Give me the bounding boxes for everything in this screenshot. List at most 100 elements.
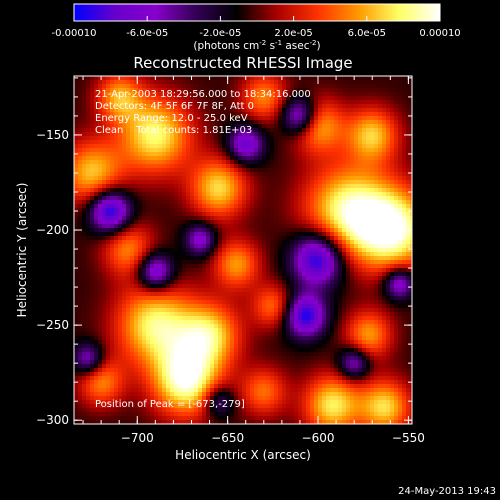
heatmap-cell [234, 224, 239, 229]
heatmap-cell [394, 276, 399, 281]
heatmap-cell [114, 152, 119, 157]
heatmap-cell [134, 176, 139, 181]
heatmap-cell [194, 276, 199, 281]
heatmap-cell [234, 304, 239, 309]
heatmap-cell [210, 228, 215, 233]
heatmap-cell [218, 296, 223, 301]
heatmap-cell [338, 116, 343, 121]
heatmap-cell [374, 224, 379, 229]
heatmap-cell [206, 204, 211, 209]
heatmap-cell [206, 132, 211, 137]
heatmap-cell [290, 284, 295, 289]
heatmap-cell [410, 264, 412, 269]
heatmap-cell [402, 168, 407, 173]
heatmap-cell [114, 280, 119, 285]
heatmap-cell [166, 176, 171, 181]
heatmap-cell [154, 260, 159, 265]
heatmap-cell [402, 300, 407, 305]
heatmap-cell [218, 308, 223, 313]
heatmap-cell [274, 128, 279, 133]
heatmap-cell [258, 156, 263, 161]
heatmap-cell [214, 268, 219, 273]
heatmap-cell [146, 172, 151, 177]
heatmap-cell [230, 212, 235, 217]
heatmap-cell [174, 232, 179, 237]
heatmap-cell [282, 300, 287, 305]
heatmap-cell [342, 200, 347, 205]
heatmap-cell [370, 108, 375, 113]
heatmap-cell [218, 80, 223, 85]
heatmap-cell [278, 104, 283, 109]
heatmap-cell [82, 164, 87, 169]
heatmap-cell [242, 280, 247, 285]
heatmap-cell [294, 176, 299, 181]
heatmap-cell [142, 224, 147, 229]
heatmap-cell [138, 288, 143, 293]
heatmap-cell [358, 296, 363, 301]
heatmap-cell [294, 108, 299, 113]
heatmap-cell [350, 116, 355, 121]
heatmap-cell [334, 284, 339, 289]
heatmap-cell [350, 172, 355, 177]
heatmap-cell [306, 84, 311, 89]
heatmap-cell [202, 260, 207, 265]
heatmap-cell [158, 256, 163, 261]
heatmap-cell [346, 276, 351, 281]
heatmap-cell [154, 116, 159, 121]
heatmap-cell [310, 100, 315, 105]
heatmap-cell [134, 144, 139, 149]
heatmap-cell [386, 284, 391, 289]
heatmap-cell [378, 248, 383, 253]
heatmap-cell [398, 184, 403, 189]
heatmap-cell [350, 304, 355, 309]
heatmap-cell [158, 196, 163, 201]
heatmap-cell [362, 280, 367, 285]
heatmap-cell [118, 236, 123, 241]
heatmap-cell [186, 156, 191, 161]
heatmap-cell [246, 292, 251, 297]
heatmap-cell [146, 116, 151, 121]
heatmap-cell [354, 144, 359, 149]
heatmap-cell [122, 268, 127, 273]
heatmap-cell [166, 284, 171, 289]
heatmap-cell [226, 176, 231, 181]
heatmap-cell [218, 196, 223, 201]
heatmap-cell [282, 228, 287, 233]
heatmap-cell [146, 164, 151, 169]
heatmap-cell [258, 296, 263, 301]
heatmap-cell [230, 292, 235, 297]
heatmap-cell [118, 100, 123, 105]
heatmap-cell [146, 272, 151, 277]
heatmap-cell [290, 276, 295, 281]
heatmap-cell [206, 244, 211, 249]
heatmap-cell [302, 192, 307, 197]
heatmap-cell [254, 100, 259, 105]
heatmap-cell [86, 132, 91, 137]
heatmap-cell [162, 308, 167, 313]
heatmap-cell [346, 264, 351, 269]
heatmap-cell [198, 132, 203, 137]
heatmap-cell [306, 252, 311, 257]
heatmap-cell [366, 248, 371, 253]
heatmap-cell [334, 256, 339, 261]
heatmap-cell [230, 264, 235, 269]
heatmap-cell [158, 280, 163, 285]
heatmap-cell [254, 276, 259, 281]
heatmap-cell [214, 300, 219, 305]
heatmap-cell [398, 76, 403, 81]
heatmap-cell [154, 180, 159, 185]
heatmap-cell [278, 244, 283, 249]
heatmap-cell [134, 96, 139, 101]
heatmap-cell [362, 228, 367, 233]
heatmap-cell [106, 168, 111, 173]
heatmap-cell [266, 228, 271, 233]
heatmap-cell [366, 240, 371, 245]
heatmap-cell [154, 308, 159, 313]
heatmap-cell [202, 120, 207, 125]
heatmap-cell [326, 156, 331, 161]
heatmap-cell [338, 304, 343, 309]
heatmap-cell [190, 276, 195, 281]
heatmap-cell [330, 172, 335, 177]
heatmap-cell [214, 172, 219, 177]
heatmap-cell [370, 92, 375, 97]
